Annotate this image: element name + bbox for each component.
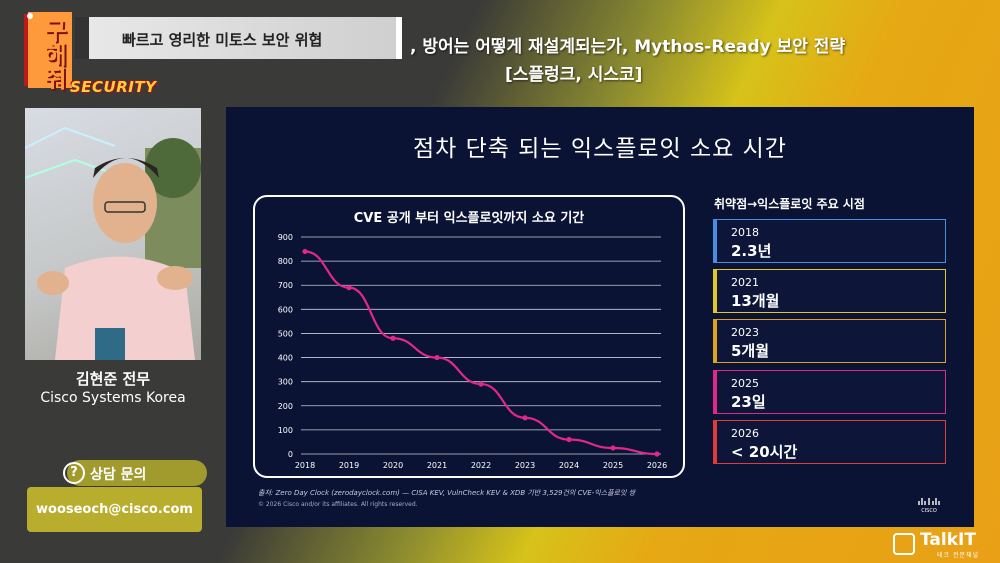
y-tick-label: 600 — [278, 305, 293, 314]
speaker-org: Cisco Systems Korea — [40, 390, 186, 406]
data-point — [390, 335, 396, 341]
svg-text:CISCO: CISCO — [921, 508, 937, 513]
x-tick-label: 2018 — [295, 461, 315, 470]
milestone-year: 2021 — [731, 276, 759, 289]
speaker-name: 김현준 전무 — [75, 370, 151, 388]
banner-accent — [75, 17, 89, 59]
milestone-year: 2026 — [731, 427, 759, 440]
milestone-card: 2026 < 20시간 — [713, 420, 946, 464]
talkit-logo: TalkIT 테크 전문채널 — [893, 530, 993, 560]
logo-frame-icon — [24, 12, 72, 88]
headline-sub: [스플렁크, 시스코] — [505, 65, 643, 85]
talkit-text: TalkIT — [920, 530, 976, 550]
cisco-logo-icon: CISCO — [918, 498, 940, 513]
consult-email[interactable]: wooseoch@cisco.com — [36, 502, 193, 517]
data-point — [346, 285, 352, 291]
y-tick-label: 200 — [278, 402, 293, 411]
speaker-image — [25, 126, 201, 360]
milestone-card: 2025 23일 — [713, 370, 946, 414]
logo-letters: 구해줘 — [39, 18, 67, 90]
milestone-value: 13개월 — [731, 292, 780, 310]
milestone-card: 2018 2.3년 — [713, 219, 946, 263]
x-tick-label: 2021 — [427, 461, 447, 470]
milestone-value: 23일 — [731, 393, 766, 411]
banner-tag: 빠르고 영리한 미토스 보안 위협 — [122, 31, 323, 49]
data-point — [654, 451, 660, 457]
y-tick-label: 300 — [278, 378, 293, 387]
talkit-icon — [893, 533, 915, 555]
data-point — [610, 445, 616, 451]
headline: , 방어는 어떻게 재설계되는가, Mythos-Ready 보안 전략 — [410, 37, 846, 57]
milestone-year: 2023 — [731, 326, 759, 339]
milestone-card: 2021 13개월 — [713, 269, 946, 313]
data-point — [522, 415, 528, 421]
milestones-title: 취약점→익스플로잇 주요 시점 — [714, 197, 865, 211]
x-tick-label: 2022 — [471, 461, 491, 470]
series-line — [304, 250, 658, 456]
chart-title: CVE 공개 부터 익스플로잇까지 소요 기간 — [353, 211, 585, 226]
x-tick-label: 2019 — [339, 461, 359, 470]
slide-source: 출처: Zero Day Clock (zerodayclock.com) — … — [258, 489, 636, 497]
speaker-video — [25, 108, 201, 360]
y-tick-label: 100 — [278, 426, 293, 435]
milestone-year: 2018 — [731, 226, 759, 239]
y-tick-label: 0 — [288, 450, 293, 459]
x-tick-label: 2026 — [647, 461, 667, 470]
consult-email-box[interactable]: wooseoch@cisco.com — [27, 487, 202, 532]
consult-panel[interactable]: ? 상담 문의 wooseoch@cisco.com — [27, 457, 207, 532]
slide-title: 점차 단축 되는 익스플로잇 소요 시간 — [413, 136, 787, 162]
milestone-value: 5개월 — [731, 342, 770, 360]
y-tick-label: 700 — [278, 281, 293, 290]
y-tick-label: 800 — [278, 257, 293, 266]
x-tick-label: 2025 — [603, 461, 623, 470]
banner-divider — [396, 17, 402, 59]
y-tick-label: 400 — [278, 354, 293, 363]
x-tick-label: 2024 — [559, 461, 579, 470]
data-point — [434, 354, 440, 361]
chart-plot: 0 100 200 300 400 500 600 700 800 900 2018 2019 2020… — [278, 233, 667, 470]
topic-banner: 빠르고 영리한 미토스 보안 위협 — [75, 17, 397, 59]
slide-copyright: © 2026 Cisco and/or its affiliates. All … — [258, 501, 418, 508]
x-tick-label: 2023 — [515, 461, 535, 470]
milestone-value: < 20시간 — [731, 443, 798, 461]
question-circle-icon: ? — [63, 462, 85, 484]
logo-security-text: SECURITY — [70, 78, 157, 96]
milestone-year: 2025 — [731, 377, 759, 390]
show-logo: 구해줘 SECURITY — [20, 8, 156, 104]
y-tick-label: 500 — [278, 329, 293, 338]
data-point — [478, 381, 484, 387]
data-point — [566, 436, 572, 443]
talkit-sub: 테크 전문채널 — [937, 552, 980, 559]
milestone-card: 2023 5개월 — [713, 319, 946, 363]
consult-label: 상담 문의 — [90, 467, 147, 483]
y-tick-label: 900 — [278, 233, 293, 242]
consult-tab — [67, 460, 207, 486]
x-tick-label: 2020 — [383, 461, 403, 470]
data-point — [302, 248, 308, 255]
milestone-value: 2.3년 — [731, 242, 772, 260]
exploit-time-chart: CVE 공개 부터 익스플로잇까지 소요 기간 0 100 200 300 400 500… — [253, 195, 685, 478]
presentation-slide: 점차 단축 되는 익스플로잇 소요 시간 CVE 공개 부터 익스플로잇까지 소… — [226, 107, 974, 527]
